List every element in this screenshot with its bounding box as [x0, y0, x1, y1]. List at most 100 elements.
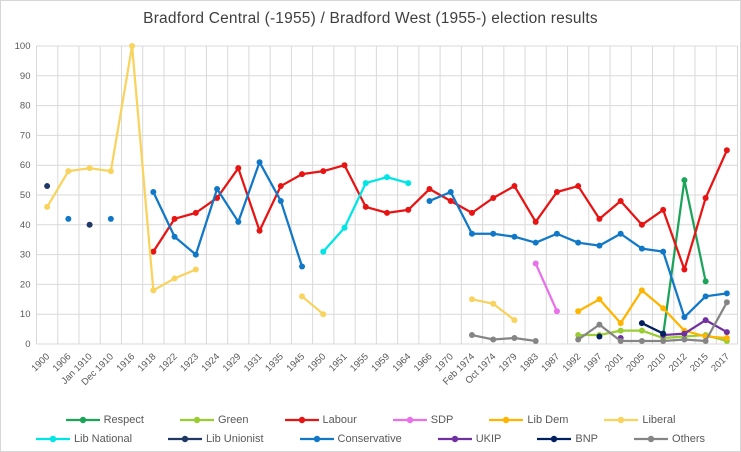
data-point-lib-dem — [660, 305, 667, 312]
data-point-labour — [723, 147, 730, 154]
data-point-lib-national — [362, 180, 369, 187]
data-point-labour — [426, 186, 433, 193]
data-point-others — [723, 299, 730, 306]
legend-item-liberal: Liberal — [604, 414, 675, 426]
x-axis-tick-label: 1935 — [263, 351, 286, 374]
series-line-lib-dem — [577, 289, 729, 340]
data-point-liberal — [150, 287, 157, 294]
legend-label-green: Green — [217, 414, 249, 426]
legend-marker-lib-dem — [489, 416, 524, 424]
legend-label-respect: Respect — [103, 414, 144, 426]
x-axis-tick-label: 2015 — [688, 351, 711, 374]
data-point-respect — [702, 278, 709, 285]
data-point-liberal — [129, 43, 136, 49]
data-point-conservative — [299, 263, 306, 270]
data-point-labour — [235, 165, 242, 172]
legend-item-respect: Respect — [65, 414, 144, 426]
data-point-others — [490, 336, 497, 343]
data-point-conservative — [447, 189, 454, 196]
series-line-labour — [152, 149, 729, 271]
x-axis-tick-label: 1966 — [412, 351, 435, 374]
y-axis-tick-label: 20 — [20, 279, 31, 290]
legend-marker-conservative — [299, 435, 334, 443]
data-point-liberal — [490, 300, 497, 307]
data-point-labour — [490, 194, 497, 201]
legend-label-others: Others — [672, 433, 706, 445]
data-point-conservative — [468, 230, 475, 237]
x-axis-tick-label: 2012 — [667, 351, 690, 374]
data-point-conservative — [575, 239, 582, 246]
data-point-bnp — [660, 330, 667, 337]
legend-label-lib-unionist: Lib Unionist — [206, 433, 264, 445]
data-point-others — [575, 336, 582, 343]
data-point-liberal — [171, 275, 178, 282]
legend-label-lib-national: Lib National — [73, 433, 133, 445]
data-point-lib-dem — [638, 287, 645, 294]
x-axis-tick-label: 1979 — [497, 351, 520, 374]
legend-label-lib-dem: Lib Dem — [527, 414, 569, 426]
data-point-lib-national — [320, 248, 327, 255]
series-line-conservative — [152, 161, 304, 268]
y-axis-tick-label: 0 — [25, 339, 30, 350]
data-point-others — [511, 335, 518, 342]
data-point-sdp — [532, 260, 539, 267]
data-point-liberal — [65, 168, 72, 175]
data-point-others — [596, 321, 603, 328]
legend-item-sdp: SDP — [392, 414, 454, 426]
series-line-liberal — [300, 295, 325, 316]
series-line-bnp — [640, 322, 665, 335]
data-point-labour — [256, 227, 263, 234]
data-point-conservative — [532, 239, 539, 246]
data-point-conservative — [596, 242, 603, 249]
y-axis-tick-label: 100 — [15, 41, 31, 52]
y-axis-tick-label: 80 — [20, 101, 31, 112]
data-point-conservative — [511, 233, 518, 240]
data-point-lib-national — [384, 174, 390, 181]
legend-marker-lib-unionist — [168, 435, 203, 443]
legend-marker-bnp — [537, 435, 572, 443]
data-point-conservative — [617, 230, 624, 237]
data-point-others — [702, 338, 709, 345]
x-axis-tick-label: 1983 — [518, 351, 541, 374]
x-axis-tick-label: 2017 — [709, 351, 732, 374]
legend-marker-liberal — [604, 416, 639, 424]
chart-title: Bradford Central (-1955) / Bradford West… — [143, 10, 598, 27]
chart-legend: Respect Green Labour SDP Lib Dem Liberal Lib N… — [1, 414, 740, 445]
data-point-conservative — [638, 245, 645, 252]
y-axis-tick-label: 70 — [20, 130, 31, 141]
series-line-liberal — [45, 44, 197, 292]
data-point-labour — [575, 183, 582, 190]
data-point-conservative — [660, 248, 667, 255]
data-point-others — [660, 338, 667, 345]
series-line-respect — [662, 178, 707, 337]
legend-item-conservative: Conservative — [299, 433, 402, 445]
legend-label-labour: Labour — [322, 414, 357, 426]
data-point-liberal — [299, 293, 306, 300]
data-point-lib-dem — [596, 296, 603, 303]
data-point-ukip — [723, 329, 730, 336]
data-point-conservative — [490, 230, 497, 237]
data-point-conservative — [256, 159, 263, 166]
data-point-liberal — [511, 317, 518, 324]
legend-label-sdp: SDP — [430, 414, 454, 426]
y-axis-tick-label: 90 — [20, 71, 31, 82]
x-axis-tick-label: 1923 — [178, 351, 201, 374]
data-point-labour — [681, 266, 688, 273]
data-point-liberal — [320, 311, 327, 318]
data-point-lib-national — [341, 224, 348, 231]
legend-item-others: Others — [634, 433, 705, 445]
legend-label-liberal: Liberal — [642, 414, 676, 426]
data-point-green — [575, 332, 582, 339]
legend-row-2: Lib National Lib Unionist Conservative UKIP… — [35, 433, 705, 445]
data-point-conservative — [214, 186, 221, 193]
legend-label-ukip: UKIP — [475, 433, 502, 445]
data-point-labour — [277, 183, 284, 190]
data-point-conservative — [235, 218, 242, 225]
series-line-ukip — [662, 319, 729, 337]
data-point-liberal — [192, 266, 199, 273]
data-point-labour — [299, 171, 306, 178]
data-point-conservative — [192, 251, 199, 258]
x-axis-tick-label: 2010 — [646, 351, 669, 374]
data-point-liberal — [86, 165, 93, 172]
